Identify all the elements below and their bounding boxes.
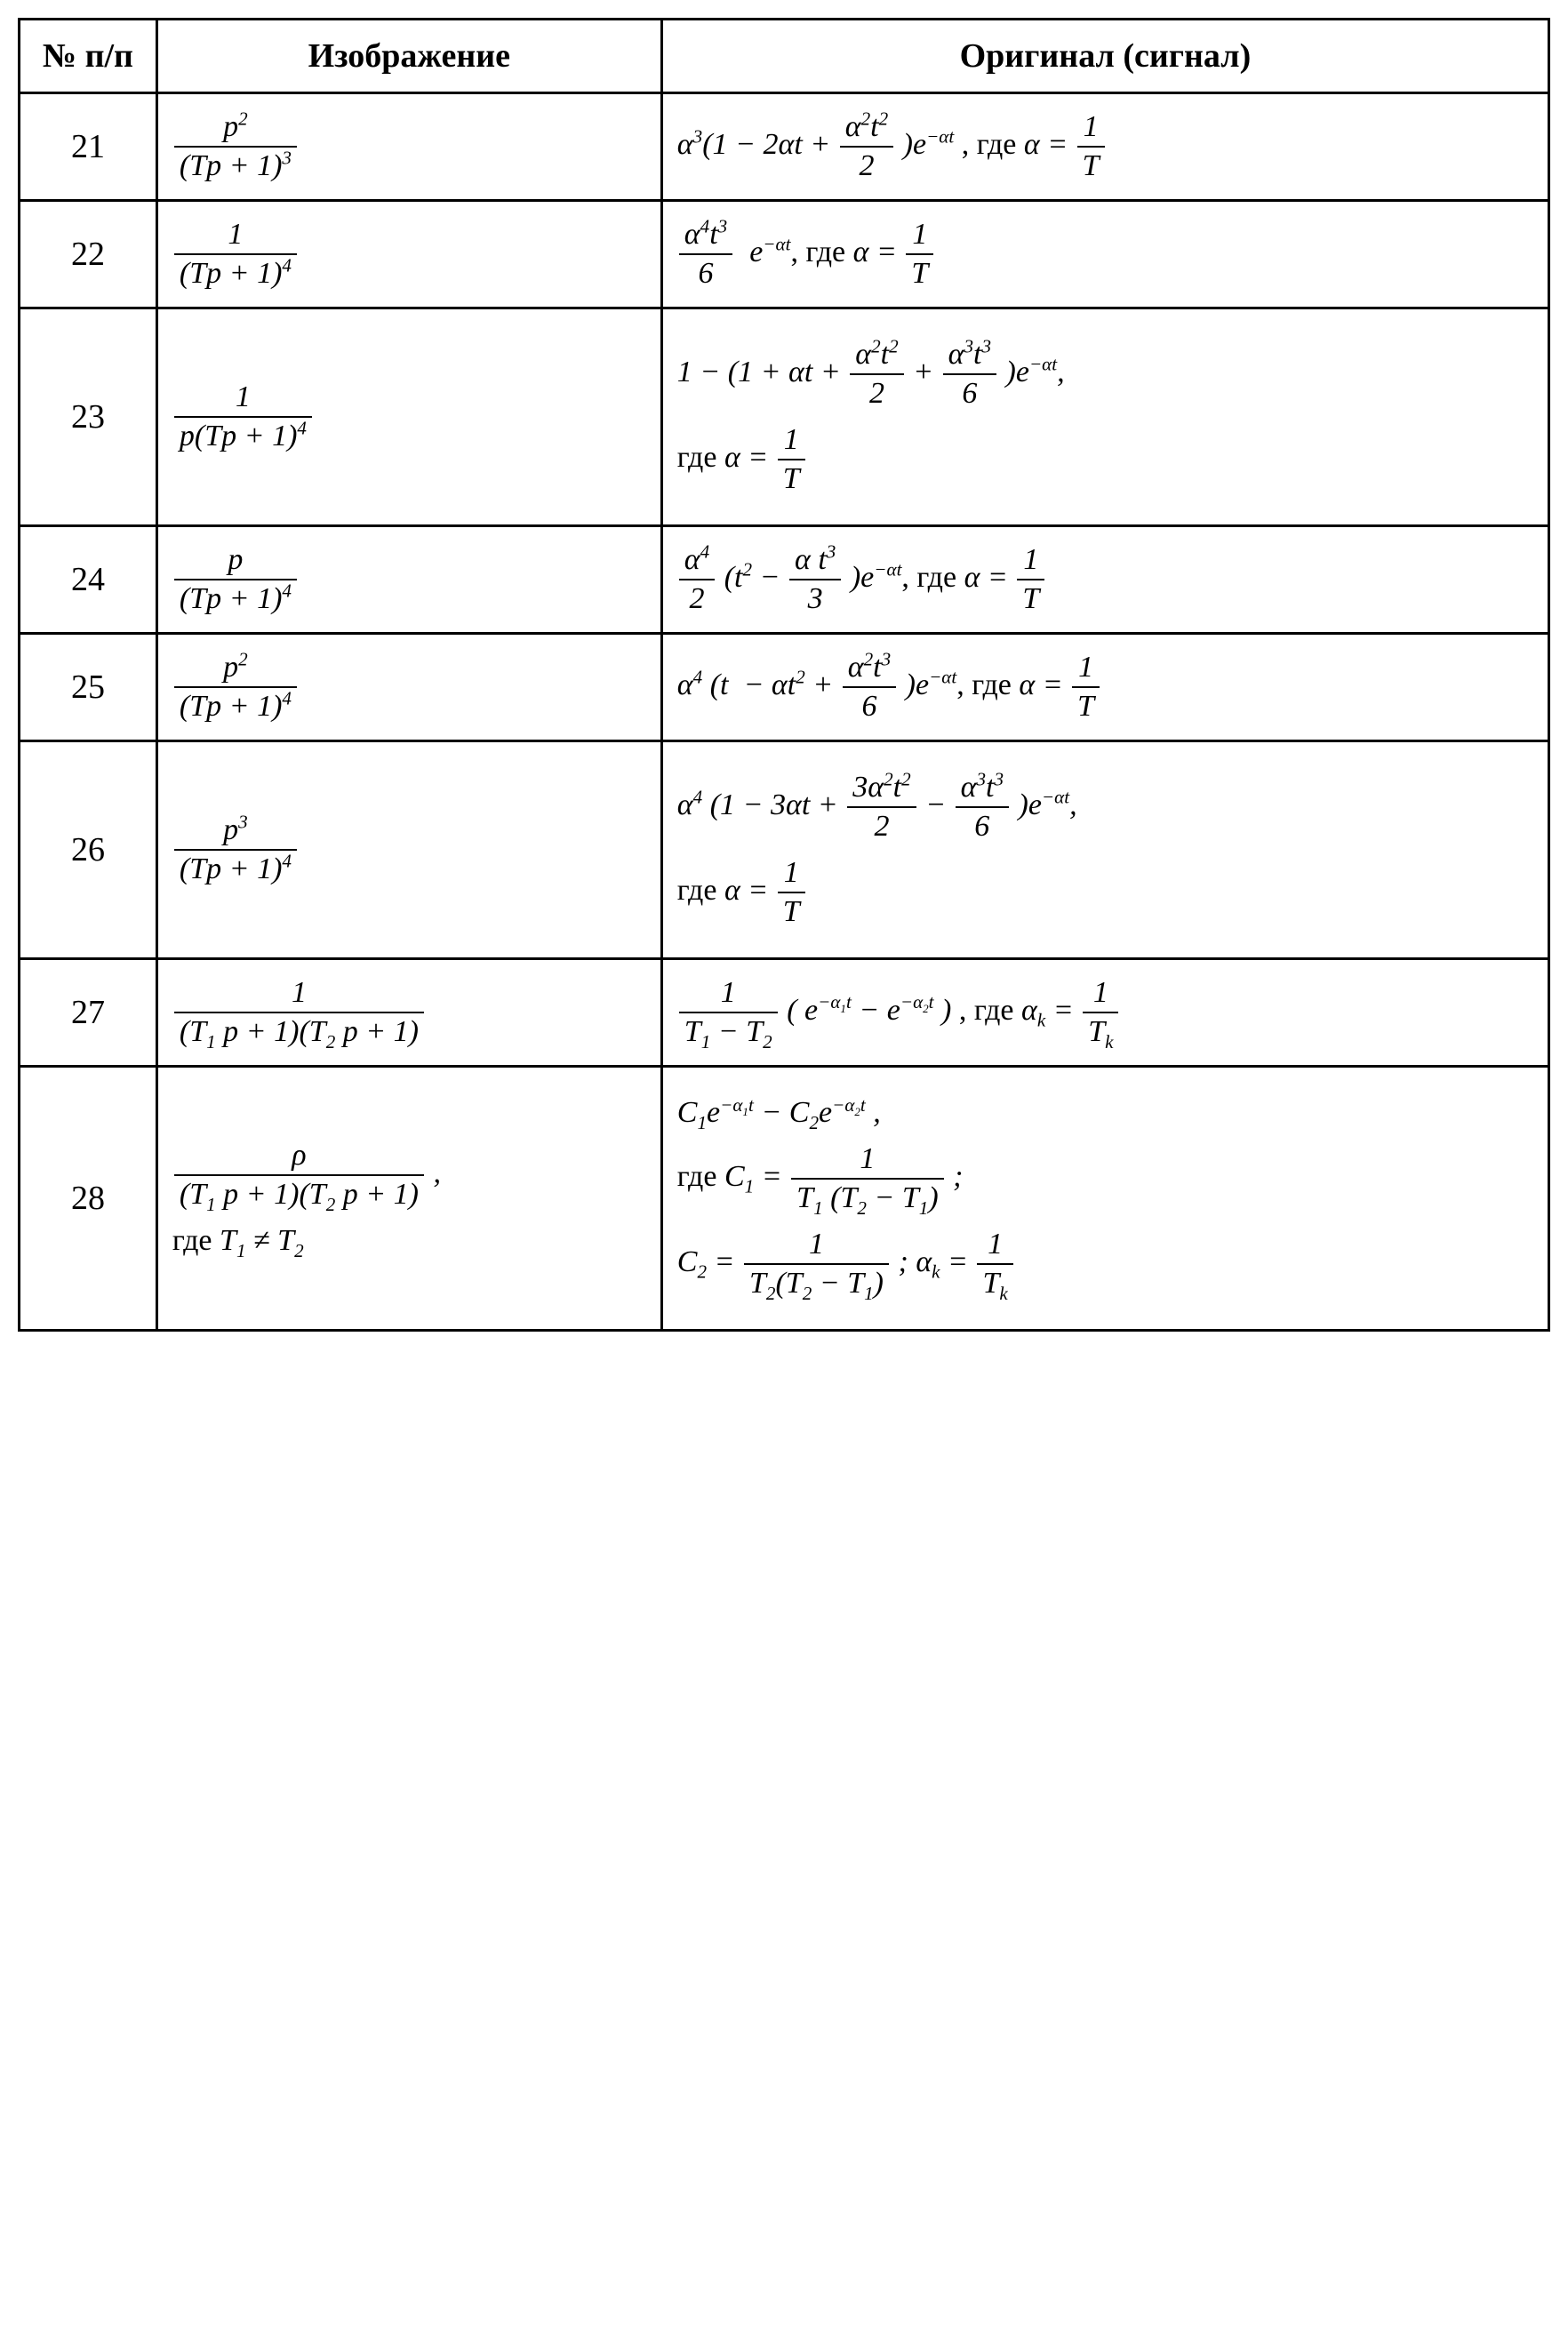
- row-number: 27: [20, 959, 157, 1067]
- image-cell: p2 (Tp + 1)3: [156, 93, 661, 201]
- image-cell: p3(Tp + 1)4: [156, 741, 661, 959]
- row-number: 28: [20, 1067, 157, 1331]
- table-row: 27 1(T1 p + 1)(T2 p + 1) 1T1 − T2 ( e−α1…: [20, 959, 1549, 1067]
- row-number: 25: [20, 634, 157, 741]
- header-original: Оригинал (сигнал): [661, 20, 1548, 93]
- image-cell: 1(Tp + 1)4: [156, 201, 661, 308]
- original-cell: α4t36 e−αt, где α = 1T: [661, 201, 1548, 308]
- row-number: 23: [20, 308, 157, 526]
- laplace-transform-table: № п/п Изображение Оригинал (сигнал) 21 p…: [18, 18, 1550, 1332]
- row-number: 22: [20, 201, 157, 308]
- table-row: 28 ρ(T1 p + 1)(T2 p + 1) , где T1 ≠ T2 C…: [20, 1067, 1549, 1331]
- original-cell: α3(1 − 2αt + α2t22 )e−αt , где α = 1T: [661, 93, 1548, 201]
- image-cell: 1p(Tp + 1)4: [156, 308, 661, 526]
- header-row: № п/п Изображение Оригинал (сигнал): [20, 20, 1549, 93]
- row-number: 24: [20, 526, 157, 634]
- original-cell: α42 (t2 − α t33 )e−αt, где α = 1T: [661, 526, 1548, 634]
- image-cell: 1(T1 p + 1)(T2 p + 1): [156, 959, 661, 1067]
- original-cell: α4 (1 − 3αt + 3α2t22 − α3t36 )e−αt, где …: [661, 741, 1548, 959]
- original-cell: C1e−α1t − C2e−α2t , где C1 = 1T1 (T2 − T…: [661, 1067, 1548, 1331]
- table-row: 24 p(Tp + 1)4 α42 (t2 − α t33 )e−αt, где…: [20, 526, 1549, 634]
- original-cell: 1 − (1 + αt + α2t22 + α3t36 )e−αt, где α…: [661, 308, 1548, 526]
- table-row: 26 p3(Tp + 1)4 α4 (1 − 3αt + 3α2t22 − α3…: [20, 741, 1549, 959]
- original-cell: α4 (t − αt2 + α2t36 )e−αt, где α = 1T: [661, 634, 1548, 741]
- original-cell: 1T1 − T2 ( e−α1t − e−α2t ) , где αk = 1T…: [661, 959, 1548, 1067]
- table-row: 25 p2(Tp + 1)4 α4 (t − αt2 + α2t36 )e−αt…: [20, 634, 1549, 741]
- image-cell: p(Tp + 1)4: [156, 526, 661, 634]
- row-number: 21: [20, 93, 157, 201]
- table-row: 23 1p(Tp + 1)4 1 − (1 + αt + α2t22 + α3t…: [20, 308, 1549, 526]
- header-num: № п/п: [20, 20, 157, 93]
- image-cell: ρ(T1 p + 1)(T2 p + 1) , где T1 ≠ T2: [156, 1067, 661, 1331]
- row-number: 26: [20, 741, 157, 959]
- table-row: 21 p2 (Tp + 1)3 α3(1 − 2αt + α2t22 )e−αt…: [20, 93, 1549, 201]
- header-image: Изображение: [156, 20, 661, 93]
- fraction: p2 (Tp + 1)3: [174, 110, 297, 183]
- image-cell: p2(Tp + 1)4: [156, 634, 661, 741]
- table-row: 22 1(Tp + 1)4 α4t36 e−αt, где α = 1T: [20, 201, 1549, 308]
